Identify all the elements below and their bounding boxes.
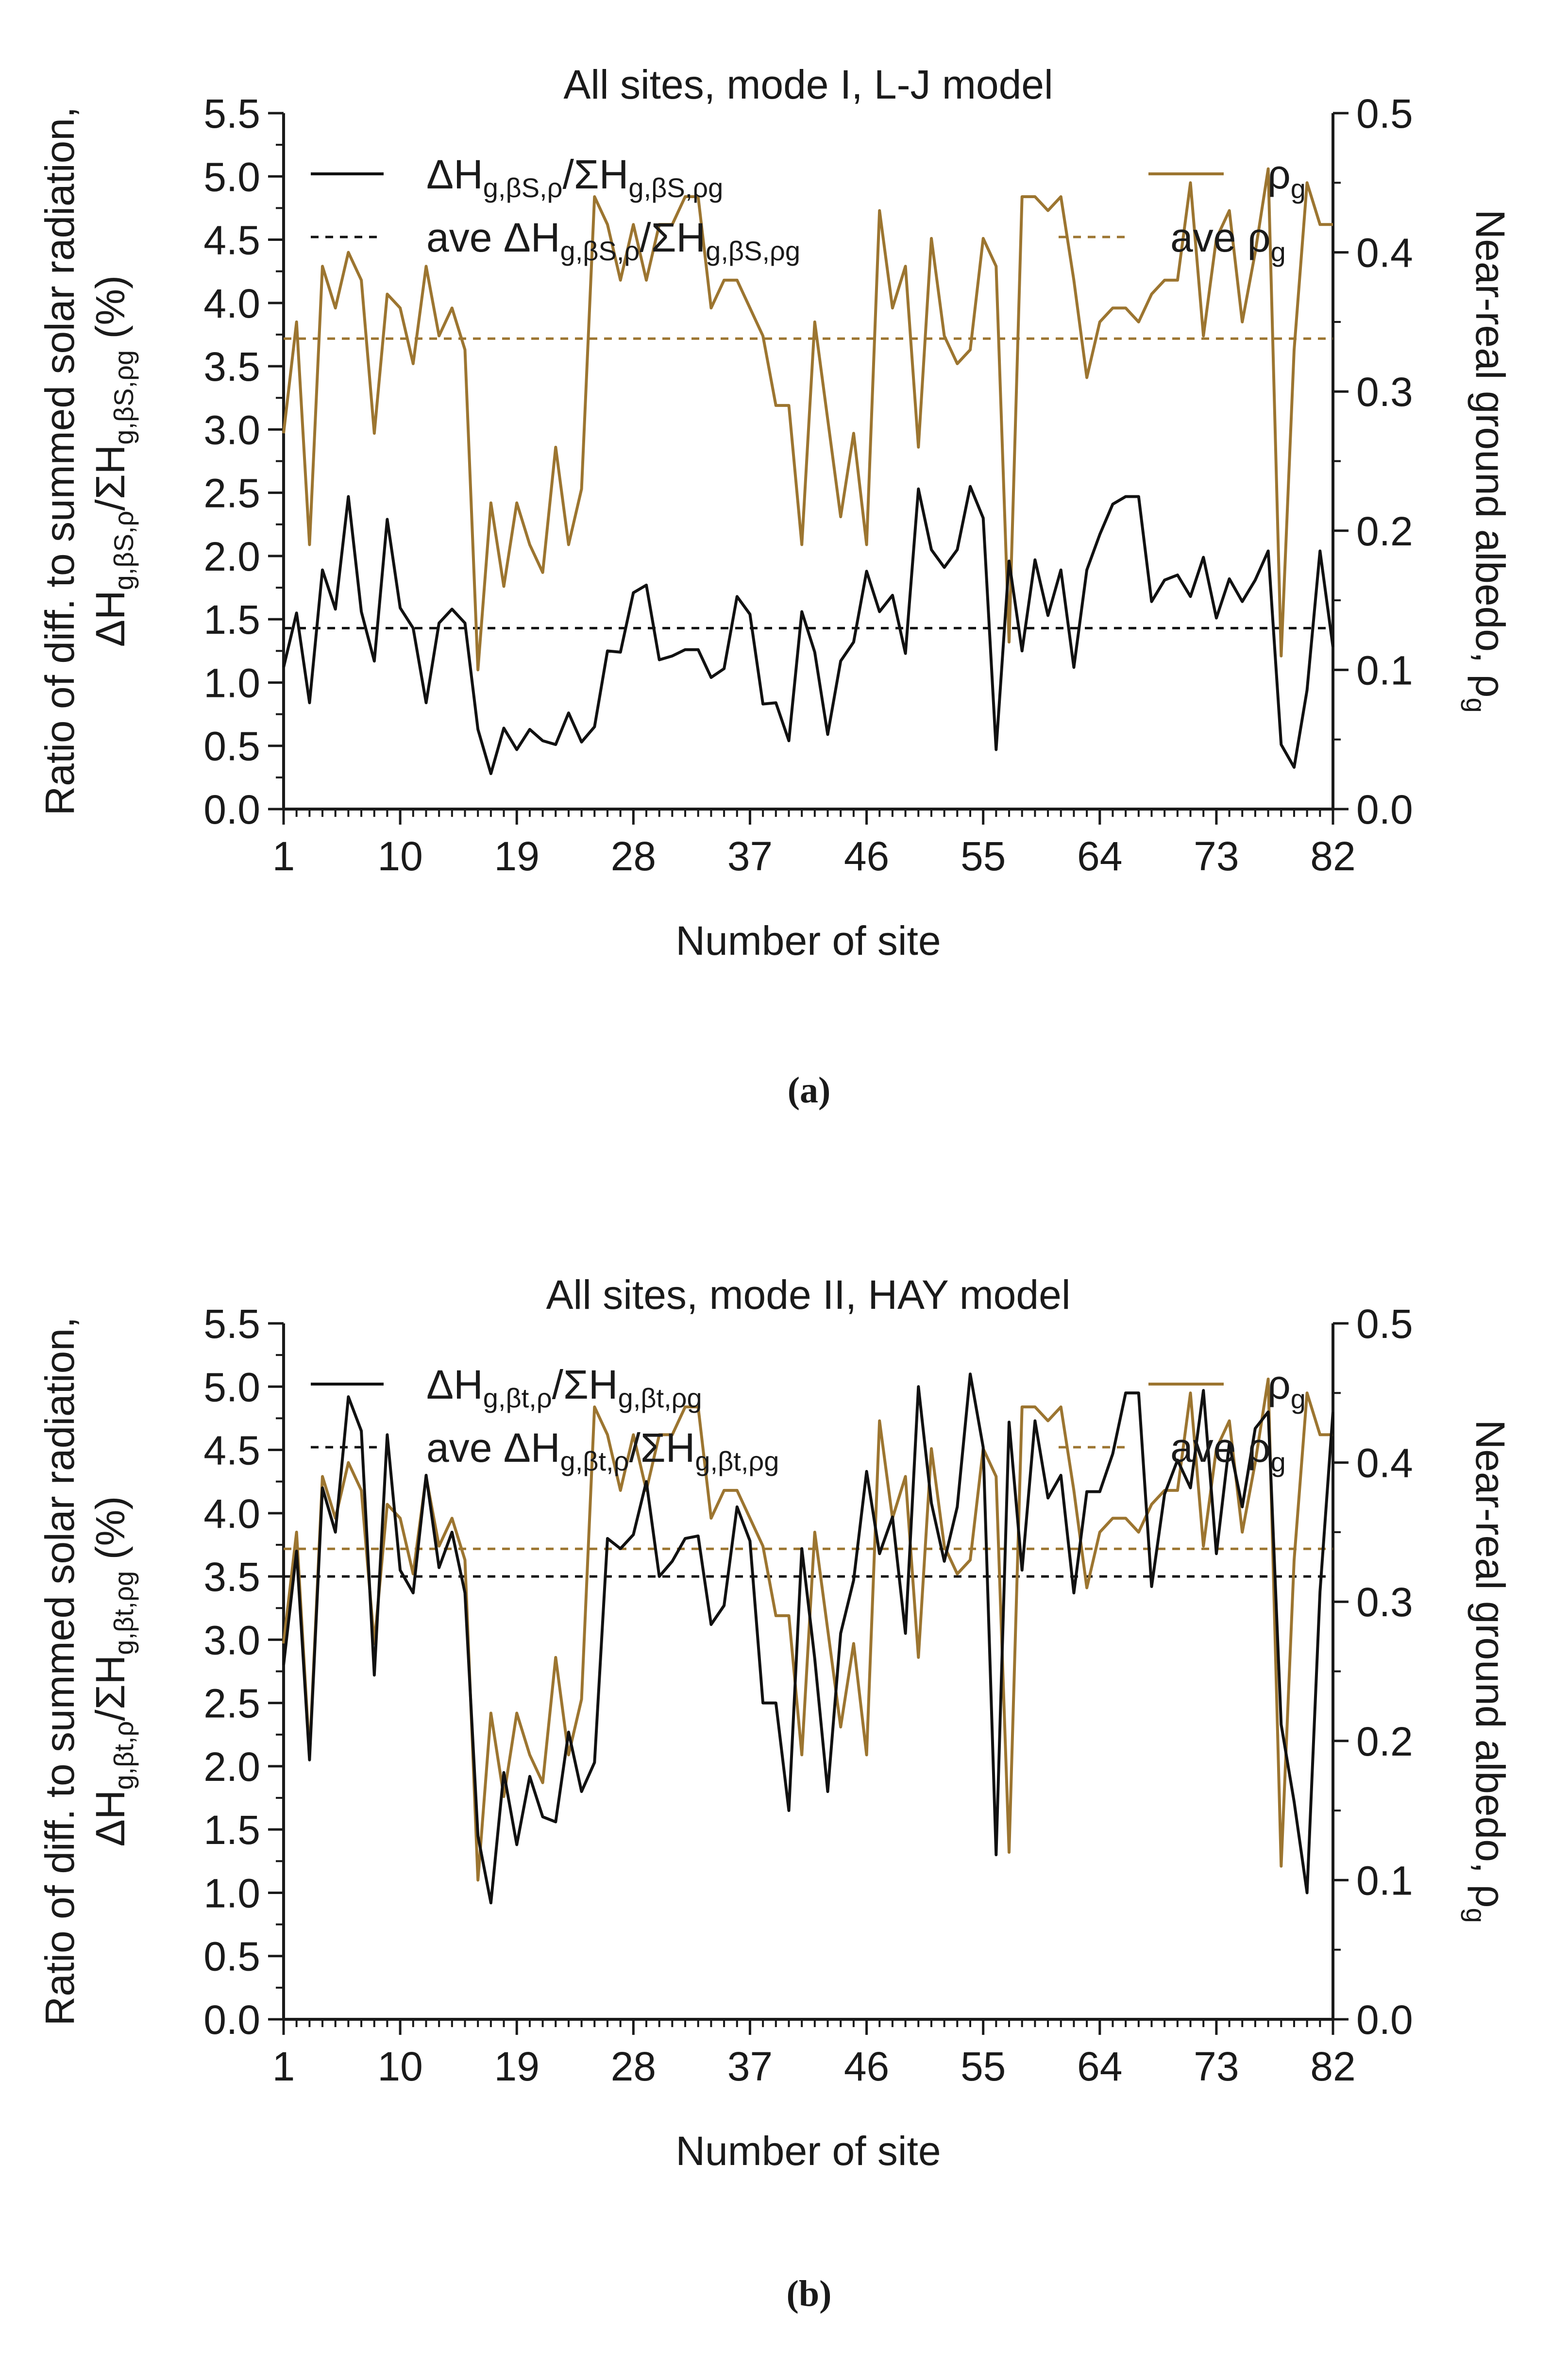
left-y-tick-label: 0.0 [203, 1997, 260, 2043]
legend-albedo-label: ρg [1267, 1362, 1306, 1414]
left-y-tick-label: 0.5 [203, 724, 260, 769]
left-y-tick-label: 5.5 [203, 91, 260, 136]
chart-panel-a: All sites, mode I, L-J model 0.0 0.5 1.0 1.5… [37, 62, 1513, 1111]
x-tick-label: 73 [1194, 833, 1239, 879]
right-y-tick-label: 0.2 [1356, 1719, 1413, 1764]
right-y-tick-label: 0.3 [1356, 369, 1413, 415]
left-y-tick-label: 1.0 [203, 1870, 260, 1916]
legend: ΔHg,βS,ρ/ΣHg,βS,ρg ave ΔHg,βS,ρ/ΣHg,βS,ρg… [311, 152, 1306, 267]
right-y-tick-label: 0.0 [1356, 787, 1413, 832]
right-y-tick-label: 0.5 [1356, 91, 1413, 136]
left-y-tick-label: 3.5 [203, 1554, 260, 1600]
right-y-tick-label: 0.5 [1356, 1301, 1413, 1347]
x-tick-label: 55 [961, 2044, 1006, 2089]
legend-ave-albedo-label: ave ρg [1170, 215, 1286, 267]
left-y-axis-label-line1: Ratio of diff. to summed solar radiation… [37, 1317, 83, 2026]
left-y-tick-label: 5.5 [203, 1301, 260, 1347]
x-tick-label: 19 [494, 2044, 540, 2089]
right-y-tick-label: 0.2 [1356, 508, 1413, 554]
x-tick-label: 37 [727, 2044, 773, 2089]
left-y-axis-label-line2: ΔHg,βS,ρ/ΣHg,βS,ρg (%) [87, 275, 139, 647]
albedo-series-line [282, 167, 1333, 672]
albedo-series-line [282, 1377, 1333, 1882]
right-y-tick-label: 0.1 [1356, 647, 1413, 693]
ratio-series-line [282, 1372, 1334, 1905]
x-tick-label: 37 [727, 833, 773, 879]
left-y-tick-label: 4.0 [203, 1491, 260, 1537]
x-tick-label: 28 [611, 2044, 656, 2089]
left-y-tick-label: 5.0 [203, 154, 260, 200]
left-y-tick-label: 0.5 [203, 1934, 260, 1979]
right-y-tick-label: 0.0 [1356, 1997, 1413, 2043]
x-tick-label: 64 [1077, 2044, 1122, 2089]
x-tick-label: 28 [611, 833, 656, 879]
x-tick-label: 1 [272, 833, 295, 879]
x-tick-label: 46 [844, 2044, 889, 2089]
right-y-axis-label: Near-real ground albedo, ρg [1461, 209, 1513, 712]
x-axis-label: Number of site [675, 2128, 941, 2174]
x-tick-label: 10 [377, 2044, 422, 2089]
left-y-tick-label: 3.0 [203, 407, 260, 453]
x-tick-label: 46 [844, 833, 889, 879]
left-y-tick-label: 2.0 [203, 1744, 260, 1790]
x-tick-label: 1 [272, 2044, 295, 2089]
left-y-tick-label: 1.0 [203, 660, 260, 706]
x-tick-label: 82 [1310, 833, 1355, 879]
x-tick-label: 64 [1077, 833, 1122, 879]
left-y-tick-label: 4.5 [203, 218, 260, 263]
left-y-tick-label: 1.5 [203, 1807, 260, 1853]
legend-ave-ratio-label: ave ΔHg,βt,ρ/ΣHg,βt,ρg [426, 1425, 779, 1476]
panel-caption: (b) [787, 2273, 832, 2314]
left-y-tick-label: 1.5 [203, 597, 260, 643]
left-y-tick-label: 2.5 [203, 1681, 260, 1726]
left-y-tick-label: 3.5 [203, 344, 260, 389]
legend-ratio-label: ΔHg,βt,ρ/ΣHg,βt,ρg [426, 1362, 702, 1413]
x-tick-label: 82 [1310, 2044, 1355, 2089]
legend-albedo-label: ρg [1267, 152, 1306, 204]
left-y-axis-label-line1: Ratio of diff. to summed solar radiation… [37, 107, 83, 816]
left-y-tick-label: 2.5 [203, 471, 260, 516]
ratio-series-line [282, 485, 1334, 775]
left-y-tick-label: 2.0 [203, 534, 260, 579]
right-y-tick-label: 0.1 [1356, 1858, 1413, 1903]
left-y-tick-label: 3.0 [203, 1617, 260, 1663]
x-tick-label: 10 [377, 833, 422, 879]
left-y-tick-label: 4.5 [203, 1428, 260, 1473]
right-y-tick-label: 0.3 [1356, 1579, 1413, 1625]
legend-ave-albedo-label: ave ρg [1170, 1425, 1286, 1477]
legend-ave-ratio-label: ave ΔHg,βS,ρ/ΣHg,βS,ρg [426, 215, 800, 266]
chart-title: All sites, mode II, HAY model [546, 1272, 1071, 1318]
legend: ΔHg,βt,ρ/ΣHg,βt,ρg ave ΔHg,βt,ρ/ΣHg,βt,ρg… [311, 1362, 1306, 1477]
chart-panel-b: All sites, mode II, HAY model 0.0 0.5 1.0 1.… [37, 1272, 1513, 2314]
panel-caption: (a) [788, 1070, 831, 1111]
right-y-tick-label: 0.4 [1356, 230, 1413, 276]
left-y-axis-label-line2: ΔHg,βt,ρ/ΣHg,βt,ρg (%) [87, 1496, 139, 1847]
x-tick-label: 55 [961, 833, 1006, 879]
right-y-tick-label: 0.4 [1356, 1440, 1413, 1486]
left-y-tick-label: 0.0 [203, 787, 260, 832]
x-tick-label: 73 [1194, 2044, 1239, 2089]
legend-ratio-label: ΔHg,βS,ρ/ΣHg,βS,ρg [426, 152, 723, 203]
left-y-tick-label: 5.0 [203, 1364, 260, 1410]
right-y-axis-label: Near-real ground albedo, ρg [1461, 1420, 1513, 1923]
left-y-tick-label: 4.0 [203, 281, 260, 326]
x-tick-label: 19 [494, 833, 540, 879]
x-axis-label: Number of site [675, 918, 941, 964]
chart-title: All sites, mode I, L-J model [563, 62, 1053, 107]
